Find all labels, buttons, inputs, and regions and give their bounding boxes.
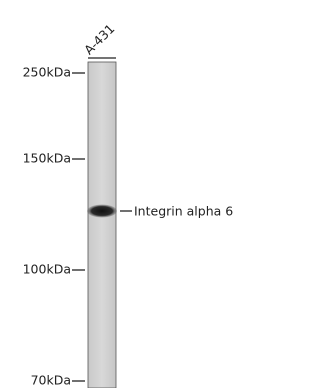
marker-label: 100kDa <box>23 262 71 277</box>
lane-label: A-431 <box>81 21 118 58</box>
band <box>87 205 117 218</box>
page: A-431 Integrin alpha 6 250kDa 150kDa 100… <box>0 0 320 388</box>
marker-label: 250kDa <box>23 65 71 80</box>
lane <box>88 62 116 388</box>
marker-label: 70kDa <box>31 373 71 388</box>
band-label: Integrin alpha 6 <box>134 204 233 219</box>
western-blot: A-431 Integrin alpha 6 250kDa 150kDa 100… <box>0 0 255 388</box>
marker-label: 150kDa <box>23 151 71 166</box>
